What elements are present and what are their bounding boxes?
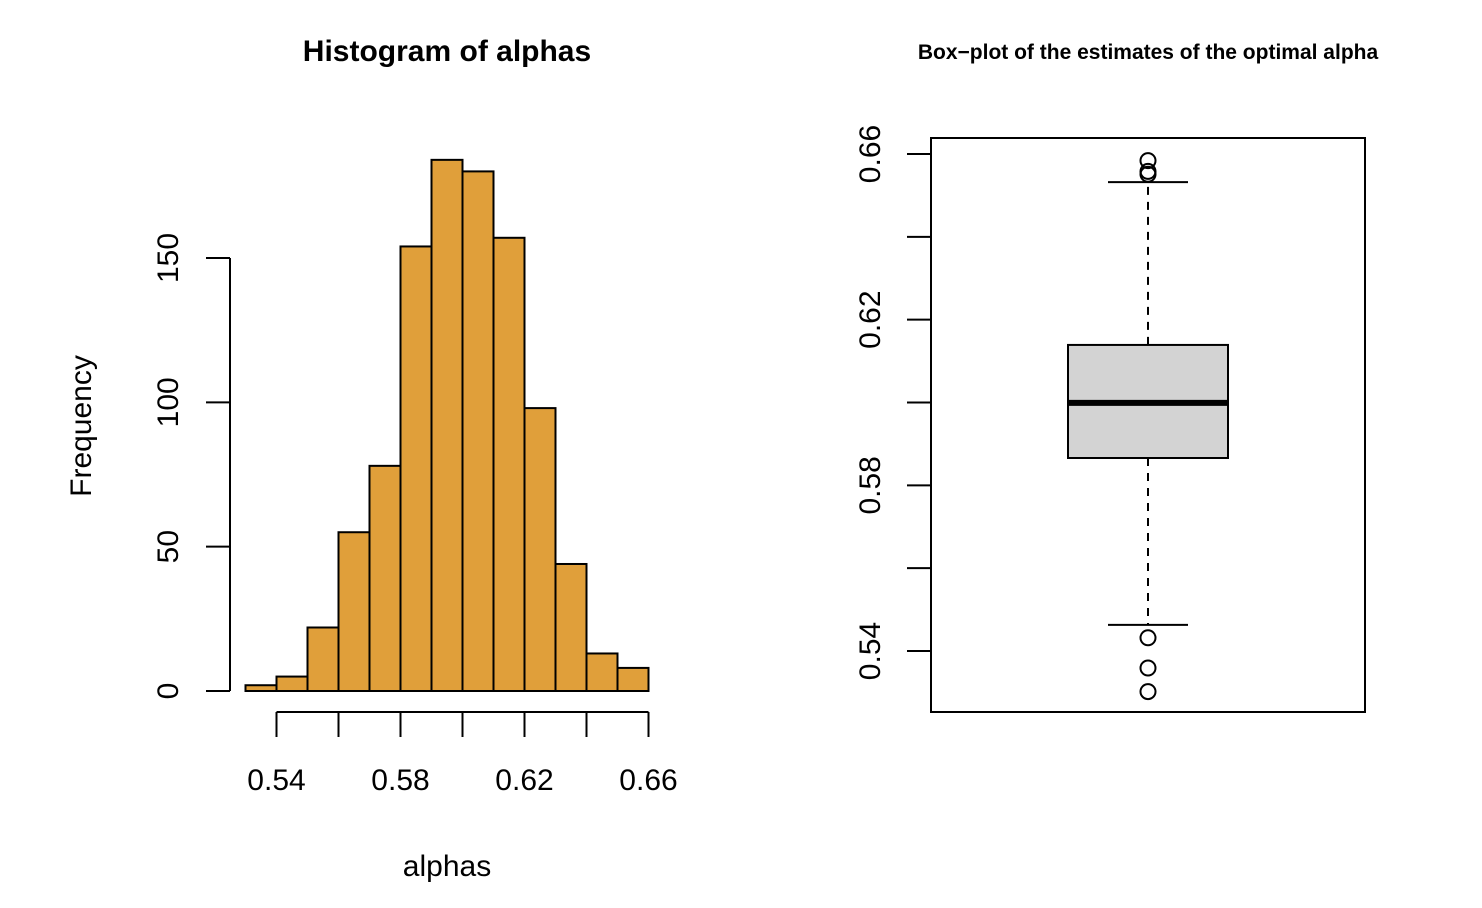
histogram-x-tick-label: 0.58 <box>371 764 429 797</box>
boxplot-title: Box−plot of the estimates of the optimal… <box>918 41 1379 64</box>
histogram-bar <box>399 245 433 692</box>
boxplot-y-tick-label: 0.66 <box>854 125 887 183</box>
histogram-y-tick-label: 150 <box>152 233 185 283</box>
histogram-x-tick-label: 0.54 <box>247 764 305 797</box>
boxplot-panel: Box−plot of the estimates of the optimal… <box>854 41 1379 713</box>
histogram-x-tick-label: 0.66 <box>619 764 677 797</box>
boxplot-outlier <box>1139 629 1157 647</box>
histogram-bar <box>306 626 340 693</box>
histogram-bar <box>492 236 526 692</box>
histogram-title: Histogram of alphas <box>303 35 591 68</box>
histogram-bar <box>616 666 650 693</box>
boxplot-y-axis: 0.54 0.58 0.62 0.66 <box>854 125 931 680</box>
histogram-bar <box>523 407 557 692</box>
boxplot-y-tick-label: 0.58 <box>854 456 887 514</box>
histogram-bar <box>430 158 464 692</box>
histogram-bar <box>275 675 309 692</box>
histogram-bar <box>337 531 371 692</box>
histogram-x-axis: 0.54 0.58 0.62 0.66 <box>247 711 678 797</box>
boxplot-y-tick-label: 0.62 <box>854 290 887 348</box>
histogram-panel: Histogram of alphas 0.54 0.58 0.62 0.66 0 50… <box>65 35 678 883</box>
boxplot-outlier <box>1139 152 1157 170</box>
histogram-x-tick-label: 0.62 <box>495 764 553 797</box>
histogram-bar <box>461 170 495 692</box>
histogram-bar <box>368 464 402 692</box>
boxplot-outlier <box>1139 683 1157 701</box>
histogram-bar <box>244 684 278 693</box>
boxplot-outlier <box>1139 659 1157 677</box>
histogram-bar <box>585 652 619 692</box>
boxplot-marks <box>1067 152 1229 701</box>
boxplot-frame <box>930 137 1366 713</box>
histogram-bar <box>554 562 588 693</box>
histogram-bars <box>244 158 650 693</box>
histogram-y-tick-label: 100 <box>152 377 185 427</box>
histogram-x-axis-label: alphas <box>403 850 491 883</box>
histogram-y-axis-label: Frequency <box>65 355 98 497</box>
boxplot-y-tick-label: 0.54 <box>854 622 887 680</box>
histogram-y-axis: 0 50 100 150 <box>152 233 231 700</box>
boxplot-outlier <box>1139 165 1157 183</box>
histogram-y-tick-label: 0 <box>152 683 185 700</box>
histogram-y-tick-label: 50 <box>152 530 185 563</box>
